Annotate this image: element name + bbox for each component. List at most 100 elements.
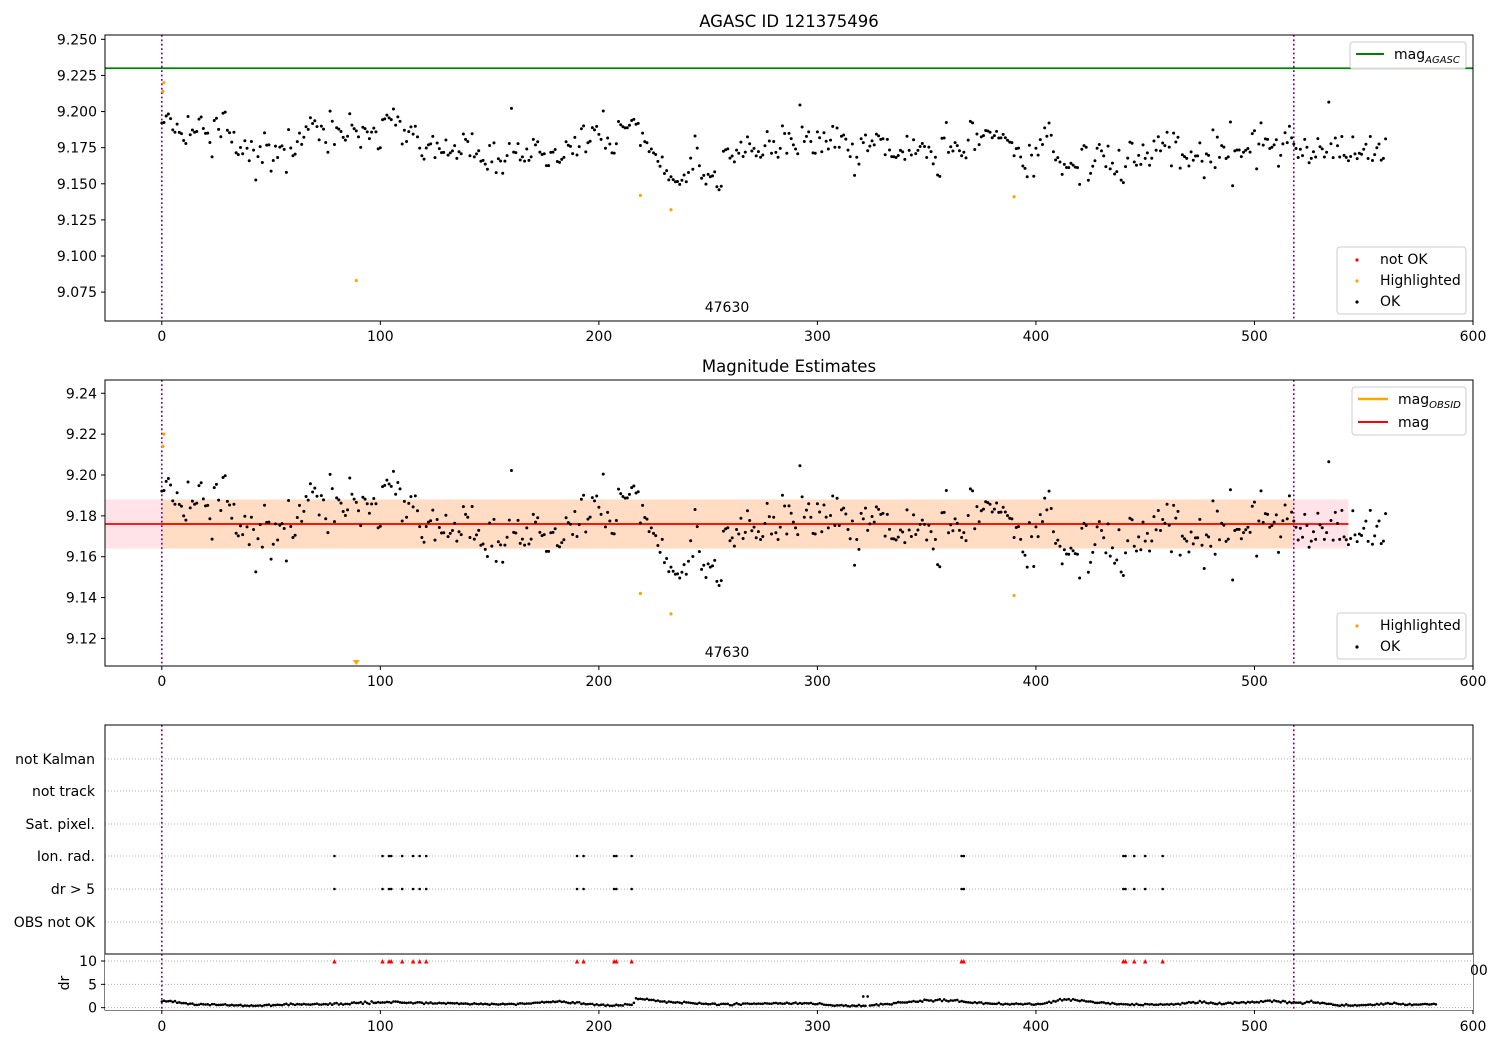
ok-point — [549, 150, 553, 154]
ok-point — [485, 555, 489, 559]
ok-point — [584, 530, 588, 534]
ok-point — [708, 565, 712, 569]
ok-point — [322, 127, 326, 131]
ok-point — [409, 495, 413, 499]
dr-point — [1336, 1004, 1339, 1007]
dr-point — [556, 1000, 559, 1003]
dr-point — [938, 998, 942, 1001]
dr-point — [464, 1002, 467, 1005]
ok-point — [415, 509, 419, 513]
ok-point — [859, 511, 863, 515]
dr-point — [641, 997, 644, 1001]
dr-point — [656, 999, 660, 1002]
dr-point — [942, 998, 946, 1001]
dr-point — [315, 1002, 319, 1005]
ok-point — [1038, 138, 1042, 142]
ok-point — [464, 137, 468, 141]
dr-point — [1030, 1003, 1033, 1006]
dr-point — [1043, 1002, 1046, 1005]
dr-point — [798, 1001, 802, 1005]
dr-point — [418, 1001, 421, 1004]
dr-point — [610, 1004, 614, 1008]
dr-point — [1296, 1001, 1300, 1004]
ok-point — [442, 150, 446, 154]
dr-point — [623, 1002, 627, 1006]
flag-point — [1124, 887, 1127, 891]
dr-point — [964, 1000, 968, 1004]
ok-point — [1303, 137, 1307, 141]
ok-point — [1172, 131, 1176, 135]
ok-point — [1036, 153, 1040, 157]
ok-point — [464, 512, 468, 516]
ok-point — [1274, 138, 1278, 142]
flag-point — [1122, 887, 1125, 891]
ok-point — [1163, 521, 1167, 525]
ok-point — [739, 140, 743, 144]
legend-label-mag-obsid: magOBSID — [1398, 392, 1461, 411]
ok-point — [188, 133, 192, 137]
ok-point — [562, 538, 566, 542]
ok-point — [214, 116, 218, 120]
dr-point — [615, 1003, 618, 1006]
dr-point — [306, 1003, 310, 1006]
dr-point — [778, 1001, 782, 1005]
dr-point — [1264, 999, 1267, 1003]
ok-point — [1040, 520, 1044, 524]
ok-point — [1252, 129, 1256, 133]
ok-point — [529, 155, 533, 159]
ok-point — [962, 531, 966, 535]
ok-point — [711, 174, 715, 178]
ok-point — [396, 481, 400, 485]
dr-point — [621, 1004, 625, 1007]
dr-point — [667, 1000, 671, 1003]
ok-point — [190, 128, 194, 132]
ok-point — [1381, 156, 1385, 160]
flag-point — [424, 854, 428, 858]
ok-point — [558, 545, 562, 549]
dr-point — [311, 1003, 314, 1006]
ok-point — [223, 474, 227, 478]
ok-point — [619, 123, 623, 127]
dr-point — [953, 998, 957, 1002]
ok-point — [448, 531, 452, 535]
dr-point — [392, 1000, 395, 1003]
ok-point — [1132, 544, 1136, 548]
ok-point — [1200, 159, 1204, 163]
ok-point — [475, 152, 479, 156]
ok-point — [350, 492, 354, 496]
dr-point — [274, 1003, 277, 1007]
ok-point — [940, 136, 944, 140]
ok-point — [1231, 184, 1235, 188]
ok-point — [929, 150, 933, 154]
ok-point — [544, 549, 548, 553]
ok-point — [931, 162, 935, 166]
dr-point — [925, 998, 928, 1002]
dr-point — [1012, 1002, 1016, 1006]
dr-point — [276, 1003, 279, 1007]
dr-point — [1045, 1001, 1049, 1005]
ok-point — [1316, 511, 1320, 515]
ok-point — [975, 132, 979, 136]
ok-point — [415, 135, 419, 139]
ok-point — [241, 533, 245, 537]
dr-point — [389, 1001, 393, 1005]
dr-point — [997, 1001, 1001, 1005]
dr-point — [536, 1001, 539, 1004]
ok-point — [667, 570, 671, 574]
ok-point — [627, 492, 631, 496]
ok-point — [586, 517, 590, 521]
ok-point — [363, 127, 367, 131]
ok-point — [667, 178, 671, 182]
dr-point — [743, 1002, 747, 1005]
dr-point — [1178, 1003, 1182, 1006]
ok-point — [435, 141, 439, 145]
ok-point — [210, 155, 214, 159]
ok-point — [372, 496, 376, 500]
dr-point — [923, 998, 926, 1002]
ok-point — [730, 154, 734, 158]
ok-point — [623, 496, 627, 500]
dr-point — [1211, 1001, 1215, 1005]
ok-point — [219, 135, 223, 139]
ok-point — [1003, 510, 1007, 514]
dr-point — [1104, 1001, 1108, 1005]
